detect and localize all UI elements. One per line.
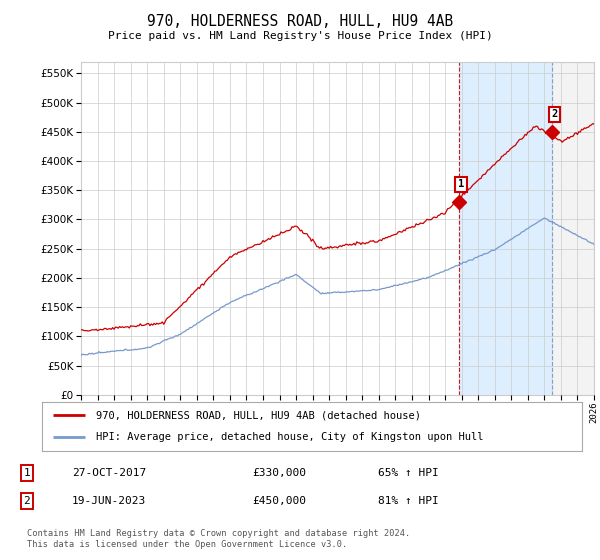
Text: Contains HM Land Registry data © Crown copyright and database right 2024.
This d: Contains HM Land Registry data © Crown c… xyxy=(27,529,410,549)
Text: 2: 2 xyxy=(551,109,558,119)
Text: 19-JUN-2023: 19-JUN-2023 xyxy=(72,496,146,506)
Text: 1: 1 xyxy=(23,468,31,478)
Bar xyxy=(552,62,594,395)
Bar xyxy=(458,62,552,395)
Text: HPI: Average price, detached house, City of Kingston upon Hull: HPI: Average price, detached house, City… xyxy=(96,432,484,442)
Text: £450,000: £450,000 xyxy=(252,496,306,506)
Text: £330,000: £330,000 xyxy=(252,468,306,478)
Text: 1: 1 xyxy=(458,179,464,189)
Text: 2: 2 xyxy=(23,496,31,506)
Text: Price paid vs. HM Land Registry's House Price Index (HPI): Price paid vs. HM Land Registry's House … xyxy=(107,31,493,41)
Text: 65% ↑ HPI: 65% ↑ HPI xyxy=(378,468,439,478)
Text: 970, HOLDERNESS ROAD, HULL, HU9 4AB: 970, HOLDERNESS ROAD, HULL, HU9 4AB xyxy=(147,14,453,29)
Text: 81% ↑ HPI: 81% ↑ HPI xyxy=(378,496,439,506)
Text: 27-OCT-2017: 27-OCT-2017 xyxy=(72,468,146,478)
Text: 970, HOLDERNESS ROAD, HULL, HU9 4AB (detached house): 970, HOLDERNESS ROAD, HULL, HU9 4AB (det… xyxy=(96,410,421,421)
